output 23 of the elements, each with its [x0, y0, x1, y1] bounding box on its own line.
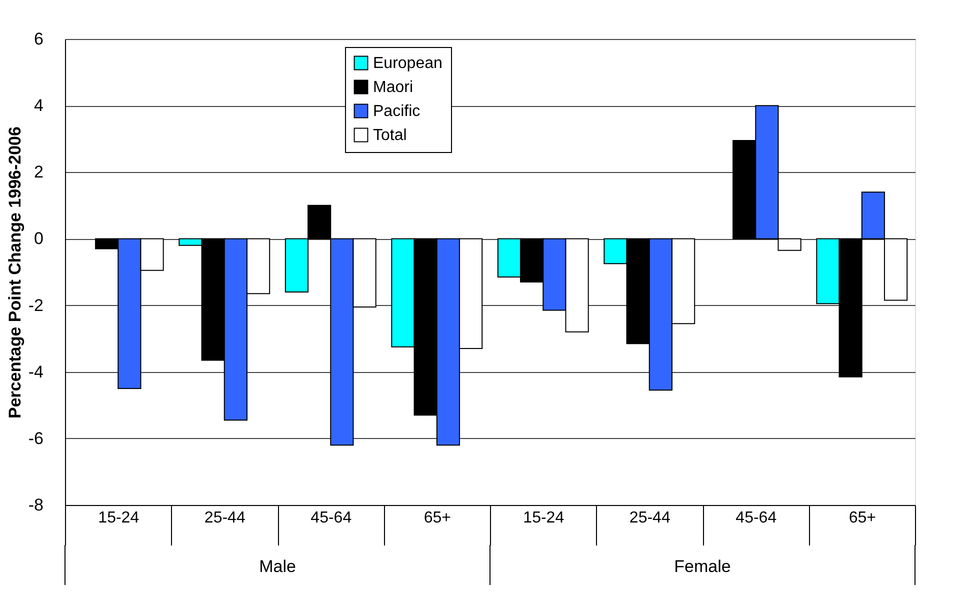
y-axis-title: Percentage Point Change 1996-2006 [5, 126, 24, 418]
text: Male [259, 557, 296, 576]
x-tick-label: 25-44 [204, 510, 246, 526]
x-tick-label: 45-64 [736, 510, 777, 526]
y-tick-label: -8 [28, 496, 44, 514]
x-tick-label: 15-24 [523, 510, 564, 526]
y-tick-label: 0 [34, 229, 44, 248]
y-tick-label: -2 [28, 296, 44, 315]
x-tick-label: 65+ [848, 510, 876, 526]
legend-label: Total [373, 127, 407, 144]
legend-label: Maori [373, 79, 414, 96]
y-tick-label: -6 [28, 428, 44, 448]
legend-label: European [373, 55, 442, 72]
legend-label: Pacific [373, 103, 420, 120]
y-tick-label: 2 [34, 162, 44, 182]
y-tick-label: 6 [34, 30, 44, 48]
x-tick-label: 15-24 [98, 510, 140, 526]
y-tick-label: -4 [28, 362, 44, 382]
y-tick-label: 4 [34, 96, 44, 116]
x-tick-label: 45-64 [310, 510, 352, 526]
x-tick-label: 65+ [424, 510, 451, 526]
x-tick-label: 25-44 [629, 510, 670, 526]
text: Female [674, 557, 731, 576]
